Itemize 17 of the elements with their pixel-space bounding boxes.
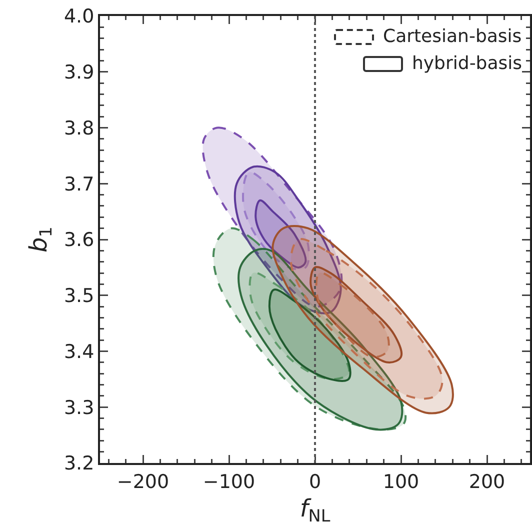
y-tick-label: 3.3: [64, 396, 94, 419]
annotation: hybrid-basis: [412, 53, 522, 74]
x-tick-label: −100: [202, 470, 256, 493]
x-tick-label: 200: [468, 470, 506, 493]
x-axis-title: f$_{NL}$: [300, 494, 331, 526]
y-tick-label: 3.4: [64, 340, 94, 363]
x-tick-label: 100: [382, 470, 420, 493]
annotation: Cartesian-basis: [383, 26, 522, 47]
y-tick-label: 3.5: [64, 285, 94, 308]
x-tick-label: −200: [116, 470, 170, 493]
x-tick-label: 0: [308, 470, 322, 493]
y-tick-label: 3.6: [64, 229, 94, 252]
y-tick-label: 3.9: [64, 62, 94, 84]
y-tick-label: 3.8: [64, 117, 94, 140]
y-tick-label: 3.2: [64, 452, 94, 475]
y-tick-label: 3.7: [64, 173, 94, 196]
y-tick-label: 4.0: [64, 6, 94, 28]
